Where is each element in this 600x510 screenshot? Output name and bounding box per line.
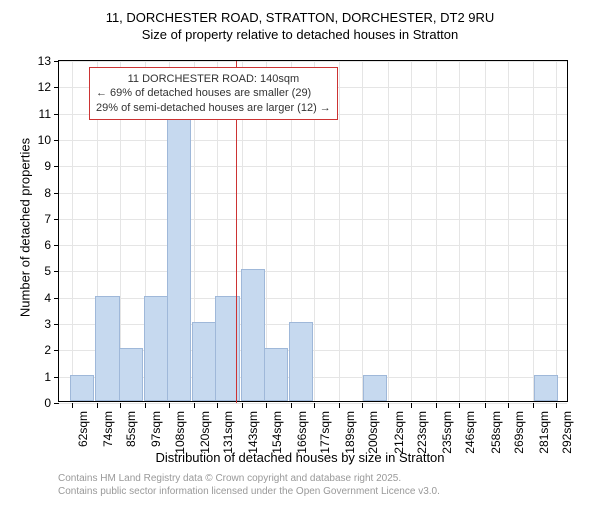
gridline-h xyxy=(59,140,567,141)
annotation-box: 11 DORCHESTER ROAD: 140sqm← 69% of detac… xyxy=(89,67,338,120)
ytick-mark xyxy=(54,324,59,325)
ytick-label: 13 xyxy=(29,54,51,68)
chart-container: 11, DORCHESTER ROAD, STRATTON, DORCHESTE… xyxy=(0,10,600,510)
ytick-mark xyxy=(54,87,59,88)
footer-line1: Contains HM Land Registry data © Crown c… xyxy=(58,472,440,485)
gridline-v xyxy=(72,61,73,401)
ytick-mark xyxy=(54,166,59,167)
annotation-line3: 29% of semi-detached houses are larger (… xyxy=(96,101,331,115)
chart-title-line1: 11, DORCHESTER ROAD, STRATTON, DORCHESTE… xyxy=(0,10,600,27)
xtick-mark xyxy=(508,403,509,408)
gridline-v xyxy=(533,61,534,401)
histogram-bar xyxy=(289,322,313,401)
xtick-mark xyxy=(194,403,195,408)
xtick-mark xyxy=(388,403,389,408)
histogram-bar xyxy=(241,269,265,401)
ytick-label: 12 xyxy=(29,80,51,94)
ytick-mark xyxy=(54,245,59,246)
ytick-mark xyxy=(54,61,59,62)
ytick-mark xyxy=(54,298,59,299)
gridline-h xyxy=(59,219,567,220)
histogram-bar xyxy=(119,348,143,401)
gridline-v xyxy=(362,61,363,401)
gridline-h xyxy=(59,271,567,272)
xtick-mark xyxy=(314,403,315,408)
xtick-mark xyxy=(169,403,170,408)
plot-area: 01234567891011121362sqm74sqm85sqm97sqm10… xyxy=(58,60,568,402)
gridline-h xyxy=(59,193,567,194)
ytick-label: 0 xyxy=(29,396,51,410)
xtick-mark xyxy=(217,403,218,408)
annotation-line1: 11 DORCHESTER ROAD: 140sqm xyxy=(96,72,331,86)
ytick-label: 2 xyxy=(29,343,51,357)
xtick-mark xyxy=(291,403,292,408)
xtick-mark xyxy=(556,403,557,408)
histogram-bar xyxy=(70,375,94,401)
xtick-mark xyxy=(411,403,412,408)
histogram-bar xyxy=(144,296,168,401)
ytick-mark xyxy=(54,403,59,404)
gridline-v xyxy=(556,61,557,401)
ytick-mark xyxy=(54,193,59,194)
xtick-mark xyxy=(436,403,437,408)
ytick-mark xyxy=(54,219,59,220)
xtick-mark xyxy=(362,403,363,408)
gridline-h xyxy=(59,61,567,62)
ytick-label: 1 xyxy=(29,370,51,384)
annotation-line2: ← 69% of detached houses are smaller (29… xyxy=(96,86,331,100)
xtick-mark xyxy=(266,403,267,408)
gridline-v xyxy=(485,61,486,401)
gridline-v xyxy=(436,61,437,401)
gridline-h xyxy=(59,166,567,167)
histogram-bar xyxy=(167,112,191,401)
ytick-mark xyxy=(54,271,59,272)
histogram-bar xyxy=(534,375,558,401)
footer-text: Contains HM Land Registry data © Crown c… xyxy=(58,472,440,498)
gridline-v xyxy=(388,61,389,401)
xtick-mark xyxy=(145,403,146,408)
y-axis-label: Number of detached properties xyxy=(18,128,33,328)
xtick-mark xyxy=(459,403,460,408)
ytick-mark xyxy=(54,350,59,351)
histogram-bar xyxy=(264,348,288,401)
xtick-mark xyxy=(97,403,98,408)
histogram-bar xyxy=(95,296,119,401)
ytick-mark xyxy=(54,377,59,378)
gridline-v xyxy=(411,61,412,401)
ytick-mark xyxy=(54,140,59,141)
gridline-h xyxy=(59,403,567,404)
gridline-v xyxy=(508,61,509,401)
xtick-mark xyxy=(533,403,534,408)
gridline-h xyxy=(59,298,567,299)
gridline-h xyxy=(59,245,567,246)
xtick-mark xyxy=(120,403,121,408)
xtick-mark xyxy=(242,403,243,408)
ytick-mark xyxy=(54,114,59,115)
footer-line2: Contains public sector information licen… xyxy=(58,485,440,498)
chart-title-line2: Size of property relative to detached ho… xyxy=(0,27,600,42)
gridline-v xyxy=(459,61,460,401)
histogram-bar xyxy=(192,322,216,401)
ytick-label: 11 xyxy=(29,107,51,121)
xtick-mark xyxy=(485,403,486,408)
histogram-bar xyxy=(363,375,387,401)
xtick-mark xyxy=(72,403,73,408)
xtick-mark xyxy=(339,403,340,408)
gridline-v xyxy=(339,61,340,401)
x-axis-label: Distribution of detached houses by size … xyxy=(0,450,600,465)
